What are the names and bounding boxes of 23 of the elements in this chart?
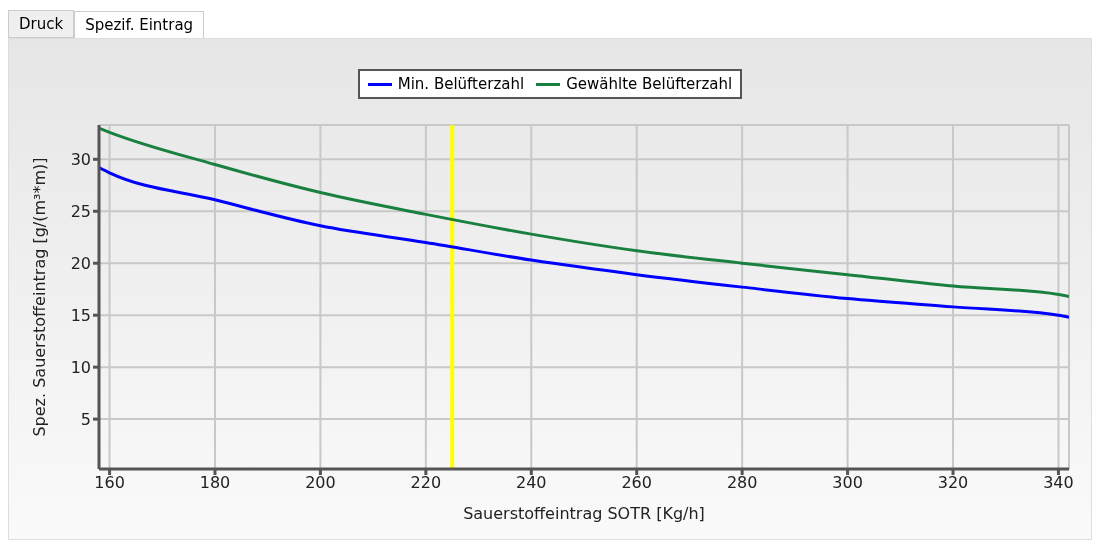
x-tick-label: 260 [621, 473, 652, 493]
y-tick-label: 15 [70, 305, 91, 325]
x-tick-label: 160 [94, 473, 125, 493]
x-tick-label: 280 [726, 473, 758, 493]
x-tick-label: 340 [1043, 473, 1074, 493]
x-tick-label: 320 [937, 473, 969, 493]
y-axis-title: Spez. Sauerstoffeintrag [g/(m³*m)] [29, 157, 49, 437]
y-tick-label: 25 [70, 201, 91, 221]
legend-label: Gewählte Belüfterzahl [565, 75, 733, 93]
x-tick-label: 180 [199, 473, 231, 493]
text: Druck [8, 10, 75, 38]
x-tick-label: 200 [305, 473, 336, 493]
y-tick-label: 5 [80, 409, 91, 429]
x-tick-label: 220 [410, 473, 442, 493]
line-series [99, 166, 1069, 319]
y-tick-label: 20 [70, 253, 91, 273]
x-tick-label: 240 [516, 473, 547, 493]
legend-label: Min. Belüfterzahl [396, 75, 525, 93]
text: Spezif. Eintrag [74, 11, 205, 38]
x-tick-label: 300 [832, 473, 863, 493]
x-axis-title: Sauerstoffeintrag SOTR [Kg/h] [463, 504, 705, 523]
y-tick-label: 30 [70, 149, 91, 169]
y-tick-label: 10 [70, 357, 91, 377]
